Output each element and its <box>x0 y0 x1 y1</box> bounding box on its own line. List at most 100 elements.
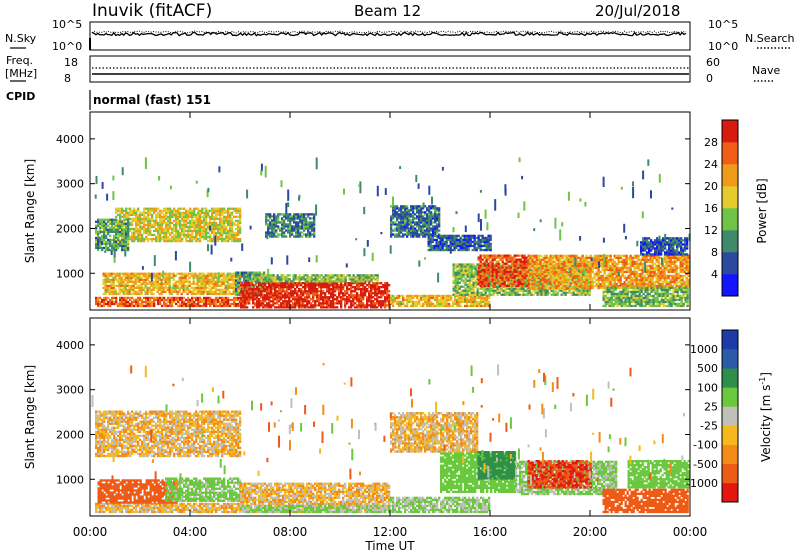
echo-region <box>115 207 242 243</box>
echo-region <box>527 460 592 489</box>
beam-title: Beam 12 <box>354 2 421 20</box>
nave-label: Nave <box>752 64 780 77</box>
colorbar-swatch <box>722 230 738 253</box>
y-tick-label: 1000 <box>56 473 84 486</box>
colorbar-swatch <box>722 186 738 209</box>
colorbar-swatch <box>722 387 738 407</box>
x-tick-label: 08:00 <box>273 525 308 539</box>
nsearch-label: N.Search <box>745 32 795 45</box>
y-tick-label: 4000 <box>56 339 84 352</box>
echo-region <box>640 237 689 256</box>
colorbar-swatch <box>722 208 738 231</box>
nsearch-tick-bottom: 10^0 <box>708 40 738 53</box>
echo-region <box>95 410 242 458</box>
colorbar-swatch <box>722 406 738 426</box>
station-title: Inuvik (fitACF) <box>92 1 212 21</box>
colorbar-tick-label: 24 <box>704 158 718 171</box>
colorbar-swatch <box>722 349 738 369</box>
colorbar-tick-label: 16 <box>704 202 718 215</box>
colorbar-tick-label: 500 <box>697 362 718 375</box>
freq-unit: [MHz] <box>5 67 37 80</box>
velocity-y-axis-label: Slant Range [km] <box>23 365 37 469</box>
y-tick-label: 2000 <box>56 428 84 441</box>
freq-tick-bottom: 8 <box>64 72 71 85</box>
x-tick-label: 12:00 <box>373 525 408 539</box>
x-tick-label: 00:00 <box>73 525 108 539</box>
cpid-label: CPID <box>6 90 35 103</box>
colorbar-swatch <box>722 252 738 275</box>
nsky-tick-bottom: 10^0 <box>52 40 82 53</box>
power-colorbar-label: Power [dB] <box>755 178 769 243</box>
power-panel: 1000 2000 3000 4000 Slant Range [km] <box>23 111 691 311</box>
echo-region <box>240 504 391 514</box>
colorbar-tick-label: 100 <box>697 381 718 394</box>
colorbar-tick-label: 25 <box>704 400 718 413</box>
velocity-colorbar-label: Velocity [m s-1] <box>758 372 773 462</box>
echo-region <box>602 286 689 308</box>
echo-region <box>390 412 479 453</box>
colorbar-swatch <box>722 330 738 350</box>
power-y-ticks: 1000 2000 3000 4000 <box>56 133 690 280</box>
x-tick-label: 20:00 <box>573 525 608 539</box>
colorbar-swatch <box>722 368 738 388</box>
nsearch-tick-top: 10^5 <box>708 18 738 31</box>
time-axis-label: Time UT <box>364 539 415 553</box>
colorbar-tick-label: 12 <box>704 224 718 237</box>
colorbar-swatch <box>722 142 738 165</box>
x-tick-label: 00:00 <box>673 525 708 539</box>
echo-region <box>240 282 391 309</box>
y-tick-label: 4000 <box>56 133 84 146</box>
nsky-label: N.Sky <box>5 32 37 45</box>
nsearch-trace <box>91 30 687 34</box>
y-tick-label: 1000 <box>56 267 84 280</box>
colorbar-swatch <box>722 164 738 187</box>
colorbar-tick-label: -25 <box>700 420 718 433</box>
colorbar-swatch <box>722 482 738 503</box>
echo-region <box>390 496 491 514</box>
y-tick-label: 3000 <box>56 384 84 397</box>
nsky-trace <box>91 31 687 37</box>
echo-region <box>265 213 316 238</box>
sparse-echoes <box>91 363 686 490</box>
echo-region <box>252 274 379 283</box>
colorbar-swatch <box>722 463 738 484</box>
velocity-panel: 1000 2000 3000 4000 Slant Range [km] <box>23 317 691 517</box>
velocity-y-ticks: 1000 2000 3000 4000 <box>56 339 690 486</box>
x-tick-label: 16:00 <box>473 525 508 539</box>
cpid-program: normal (fast) 151 <box>93 93 211 107</box>
nave-tick-bottom: 0 <box>706 72 713 85</box>
colorbar-tick-label: 8 <box>711 246 718 259</box>
y-tick-label: 2000 <box>56 222 84 235</box>
velocity-colorbar: 1000 500 100 25 -25 -100 -500 -1000 <box>686 329 739 503</box>
colorbar-tick-label: -100 <box>693 439 718 452</box>
echo-region <box>527 254 690 290</box>
freq-label: Freq. <box>6 54 33 67</box>
echo-region <box>427 234 492 252</box>
frequency-panel: Freq. [MHz] Nave 18 8 60 0 <box>5 54 780 85</box>
y-tick-label: 3000 <box>56 178 84 191</box>
echo-region <box>102 272 241 296</box>
date-title: 20/Jul/2018 <box>595 2 680 20</box>
echo-region <box>390 294 491 308</box>
colorbar-swatch <box>722 274 738 297</box>
echo-region <box>95 296 246 308</box>
nsky-tick-top: 10^5 <box>52 18 82 31</box>
x-tick-label: 04:00 <box>173 525 208 539</box>
velocity-data <box>91 363 690 514</box>
colorbar-tick-label: 28 <box>704 136 718 149</box>
nave-tick-top: 60 <box>706 56 720 69</box>
power-colorbar: 4 8 12 16 20 24 28 <box>704 119 739 297</box>
echo-region <box>390 205 441 238</box>
power-data <box>94 157 691 309</box>
power-y-axis-label: Slant Range [km] <box>23 159 37 263</box>
colorbar-swatch <box>722 425 738 445</box>
sparse-echoes <box>94 157 691 284</box>
colorbar-tick-label: -500 <box>693 458 718 471</box>
noise-panel: N.Sky N.Search 10^5 10^0 10^5 10^0 <box>5 18 795 53</box>
echo-region <box>602 488 689 514</box>
echo-region <box>477 254 530 287</box>
colorbar-tick-label: -1000 <box>686 477 718 490</box>
colorbar-tick-label: 1000 <box>690 343 718 356</box>
